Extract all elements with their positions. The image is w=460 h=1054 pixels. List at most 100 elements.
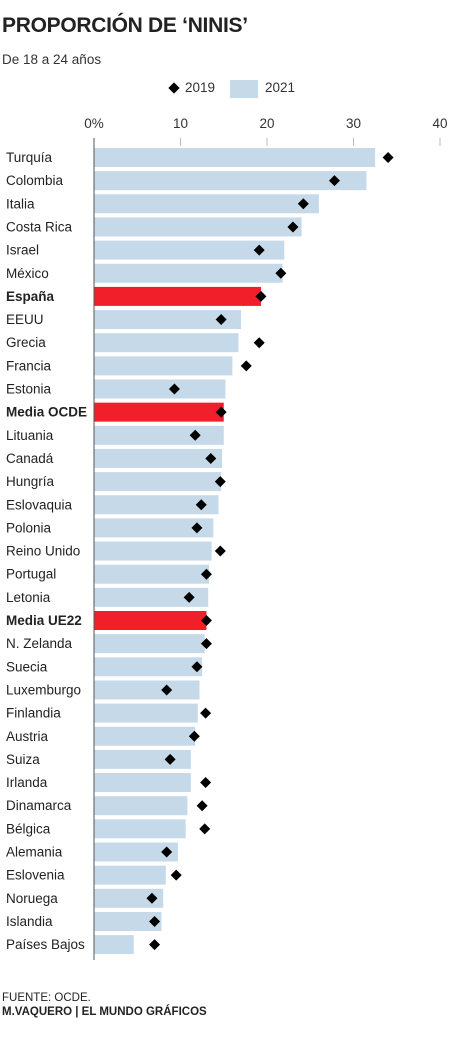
x-tick-label: 30 <box>346 116 361 131</box>
bar-2021 <box>94 634 205 654</box>
category-label: Reino Unido <box>6 544 80 559</box>
bar-2021 <box>94 865 166 885</box>
marker-2019 <box>196 800 208 812</box>
marker-2019 <box>382 152 394 163</box>
bar-2021 <box>94 495 219 515</box>
marker-2019 <box>255 290 267 302</box>
category-label: Italia <box>6 196 35 211</box>
bar-2021 <box>94 796 188 816</box>
category-label: Francia <box>6 358 52 373</box>
bar-2021 <box>94 842 178 862</box>
marker-2019 <box>240 360 252 372</box>
bar-2021 <box>94 541 212 561</box>
category-label: Suecia <box>6 659 48 674</box>
category-label: México <box>6 266 49 281</box>
marker-2019 <box>287 221 299 233</box>
bar-chart: 0% 10 20 30 40 Turquía Colombia Italia Costa Ric… <box>6 116 448 960</box>
bar-2021 <box>94 448 223 468</box>
bar-2021 <box>94 935 134 955</box>
bar-2021 <box>94 518 214 538</box>
x-tick-label: 40 <box>432 116 447 131</box>
chart-title: PROPORCIÓN DE ‘NINIS’ <box>2 14 248 37</box>
bar-2021 <box>94 472 222 492</box>
category-label: Irlanda <box>6 775 48 790</box>
legend-2021-label: 2021 <box>265 80 296 95</box>
bar-2021 <box>94 310 242 330</box>
bar-2021 <box>94 657 203 677</box>
marker-2019 <box>297 198 309 210</box>
marker-2019 <box>328 175 340 187</box>
bar-2021 <box>94 171 367 191</box>
x-tick-label: 0% <box>84 116 104 131</box>
marker-2019 <box>149 939 161 951</box>
category-label: Portugal <box>6 567 56 582</box>
bar-2021 <box>94 286 261 306</box>
bar-2021 <box>94 333 239 353</box>
category-label: Colombia <box>6 173 64 188</box>
bar-2021 <box>94 425 224 445</box>
bar-2021 <box>94 564 210 584</box>
category-label: Suiza <box>6 752 40 767</box>
bar-2021 <box>94 703 198 723</box>
category-label: Países Bajos <box>6 937 85 952</box>
bar-2021 <box>94 402 224 422</box>
category-label: Israel <box>6 243 39 258</box>
bar-2021 <box>94 587 209 607</box>
bar-2021 <box>94 217 302 237</box>
marker-2019 <box>215 406 227 418</box>
category-label: Luxemburgo <box>6 682 81 697</box>
category-label: Media UE22 <box>6 613 82 628</box>
bar-2021 <box>94 194 319 214</box>
marker-2019 <box>200 707 212 719</box>
category-label: Grecia <box>6 335 46 350</box>
marker-2019 <box>200 568 212 580</box>
marker-2019 <box>189 429 201 441</box>
marker-2019 <box>161 846 173 858</box>
bar-2021 <box>94 773 191 793</box>
legend-2019-label: 2019 <box>185 80 216 95</box>
category-label: Lituania <box>6 428 54 443</box>
marker-2019 <box>191 522 203 534</box>
category-label: Media OCDE <box>6 405 87 420</box>
category-label: España <box>6 289 55 304</box>
bar-2021 <box>94 888 164 908</box>
x-tick-label: 10 <box>173 116 188 131</box>
category-label: Letonia <box>6 590 51 605</box>
category-label: Islandia <box>6 914 53 929</box>
category-label: Hungría <box>6 474 55 489</box>
bar-2021 <box>94 749 191 769</box>
marker-2019 <box>191 661 203 673</box>
marker-2019 <box>188 730 200 742</box>
marker-2019 <box>253 244 265 256</box>
marker-2019 <box>215 314 227 326</box>
legend-2021-swatch <box>230 80 258 98</box>
category-label: EEUU <box>6 312 44 327</box>
category-label: Eslovaquia <box>6 497 73 512</box>
marker-2019 <box>168 383 180 395</box>
bar-2021 <box>94 263 283 283</box>
bar-2021 <box>94 148 376 167</box>
category-label: Eslovenia <box>6 868 65 883</box>
category-label: Noruega <box>6 891 58 906</box>
credit-line: M.VAQUERO | EL MUNDO GRÁFICOS <box>2 1006 207 1018</box>
category-label: Bélgica <box>6 821 51 836</box>
bar-2021 <box>94 911 162 931</box>
category-label: Canadá <box>6 451 54 466</box>
marker-2019 <box>164 753 176 765</box>
category-label: Estonia <box>6 382 52 397</box>
marker-2019 <box>200 777 212 789</box>
marker-2019 <box>214 545 226 557</box>
category-label: Costa Rica <box>6 219 73 234</box>
category-label: N. Zelanda <box>6 636 73 651</box>
bar-2021 <box>94 611 207 630</box>
marker-2019 <box>200 615 212 626</box>
source-note: FUENTE: OCDE. <box>2 992 91 1004</box>
x-tick-label: 20 <box>259 116 274 131</box>
category-label: Turquía <box>6 150 53 165</box>
category-label: Dinamarca <box>6 798 72 813</box>
marker-2019 <box>275 267 287 279</box>
marker-2019 <box>183 591 195 603</box>
category-label: Finlandia <box>6 706 61 721</box>
marker-2019 <box>170 869 182 881</box>
bar-2021 <box>94 680 200 700</box>
